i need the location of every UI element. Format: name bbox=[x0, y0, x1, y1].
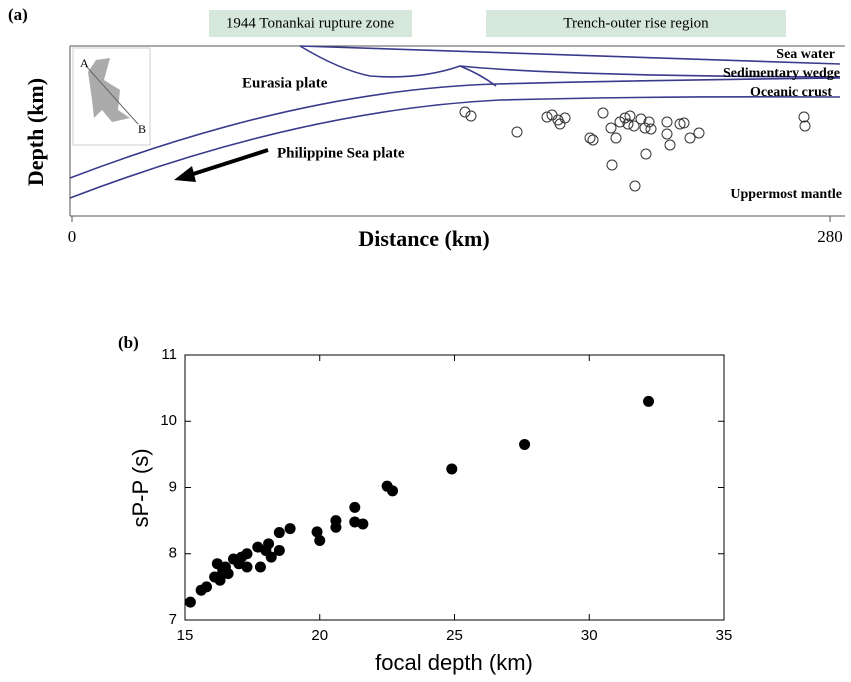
hypocenter bbox=[624, 110, 636, 122]
data-point bbox=[330, 521, 342, 533]
data-point bbox=[254, 561, 266, 573]
data-point bbox=[241, 548, 253, 560]
data-point bbox=[222, 568, 234, 580]
data-point bbox=[241, 561, 253, 573]
data-point bbox=[214, 574, 226, 586]
hypocenter bbox=[559, 112, 571, 124]
panel-label: (a) bbox=[8, 5, 28, 24]
hypocenter bbox=[684, 132, 696, 144]
layer-label: Sea water bbox=[776, 47, 835, 62]
zone-box bbox=[486, 10, 786, 37]
hypocenter bbox=[661, 116, 673, 128]
hypocenter bbox=[605, 122, 617, 134]
x-tick-label: 280 bbox=[817, 227, 843, 246]
layer-label: Uppermost mantle bbox=[730, 187, 842, 202]
inset-land bbox=[88, 58, 130, 122]
data-point bbox=[273, 544, 285, 556]
data-point bbox=[263, 538, 275, 550]
hypocenter bbox=[584, 132, 596, 144]
y-tick-label: 11 bbox=[161, 346, 177, 363]
x-tick-label: 30 bbox=[581, 627, 598, 644]
x-tick-label: 35 bbox=[716, 627, 733, 644]
y-tick-label: 10 bbox=[160, 412, 177, 429]
layer-label: Sedimentary wedge bbox=[723, 66, 840, 81]
data-point bbox=[357, 518, 369, 530]
data-point bbox=[184, 596, 196, 608]
plate-label: Eurasia plate bbox=[242, 75, 328, 91]
data-point bbox=[387, 485, 399, 497]
hypocenter bbox=[645, 123, 657, 135]
hypocenter bbox=[511, 126, 523, 138]
hypocenter bbox=[619, 112, 631, 124]
arrow-shaft bbox=[189, 148, 269, 177]
hypocenter bbox=[629, 180, 641, 192]
zone-label: 1944 Tonankai rupture zone bbox=[226, 15, 395, 31]
inset-label: B bbox=[138, 122, 146, 136]
slab-bottom bbox=[69, 96, 841, 199]
hypocenter bbox=[606, 159, 618, 171]
slab-top bbox=[69, 77, 841, 179]
seafloor bbox=[299, 45, 841, 65]
y-axis-label: Depth (km) bbox=[23, 78, 48, 186]
y-tick-label: 7 bbox=[169, 611, 177, 628]
data-point bbox=[349, 501, 361, 513]
hypocenter bbox=[661, 128, 673, 140]
x-tick-label: 15 bbox=[177, 627, 194, 644]
hypocenter bbox=[554, 118, 566, 130]
hypocenter bbox=[799, 120, 811, 132]
data-point bbox=[273, 527, 285, 539]
hypocenter bbox=[639, 122, 651, 134]
hypocenter bbox=[459, 106, 471, 118]
y-tick-label: 8 bbox=[169, 545, 177, 562]
hypocenter bbox=[541, 111, 553, 123]
hypocenter bbox=[640, 148, 652, 160]
hypocenter bbox=[798, 111, 810, 123]
hypocenter bbox=[628, 120, 640, 132]
data-point bbox=[519, 438, 531, 450]
y-tick-label: 9 bbox=[169, 478, 177, 495]
hypocenter bbox=[465, 110, 477, 122]
data-point bbox=[314, 535, 326, 546]
inset-profile bbox=[85, 65, 139, 125]
hypocenter bbox=[635, 113, 647, 125]
wedge-curve bbox=[299, 45, 497, 87]
data-point bbox=[311, 526, 323, 538]
hypocenter bbox=[587, 134, 599, 146]
hypocenter bbox=[643, 116, 655, 128]
data-point bbox=[643, 395, 655, 407]
zone-label: Trench-outer rise region bbox=[563, 15, 709, 31]
x-tick-label: 0 bbox=[68, 227, 77, 246]
panel-label: (b) bbox=[118, 333, 139, 352]
x-axis-label: focal depth (km) bbox=[375, 650, 533, 675]
hypocenter bbox=[664, 139, 676, 151]
data-point bbox=[284, 523, 296, 535]
hypocenter bbox=[622, 118, 634, 130]
x-axis-label: Distance (km) bbox=[358, 226, 489, 251]
hypocenter bbox=[674, 118, 686, 130]
x-tick-label: 25 bbox=[446, 627, 463, 644]
arrow-head bbox=[174, 166, 196, 182]
hypocenter bbox=[597, 107, 609, 119]
data-point bbox=[446, 463, 458, 475]
data-point bbox=[265, 551, 277, 563]
hypocenter bbox=[678, 117, 690, 129]
zone-box bbox=[209, 10, 412, 37]
wedge-base bbox=[459, 65, 841, 78]
hypocenter bbox=[552, 114, 564, 126]
inset-label: A bbox=[80, 56, 89, 70]
hypocenter bbox=[610, 132, 622, 144]
plate-label: Philippine Sea plate bbox=[277, 145, 405, 161]
x-tick-label: 20 bbox=[311, 627, 328, 644]
hypocenter bbox=[693, 127, 705, 139]
data-point bbox=[201, 581, 213, 593]
y-axis-label: sP-P (s) bbox=[128, 448, 153, 527]
layer-label: Oceanic crust bbox=[750, 85, 832, 100]
plot-frame bbox=[184, 354, 725, 621]
